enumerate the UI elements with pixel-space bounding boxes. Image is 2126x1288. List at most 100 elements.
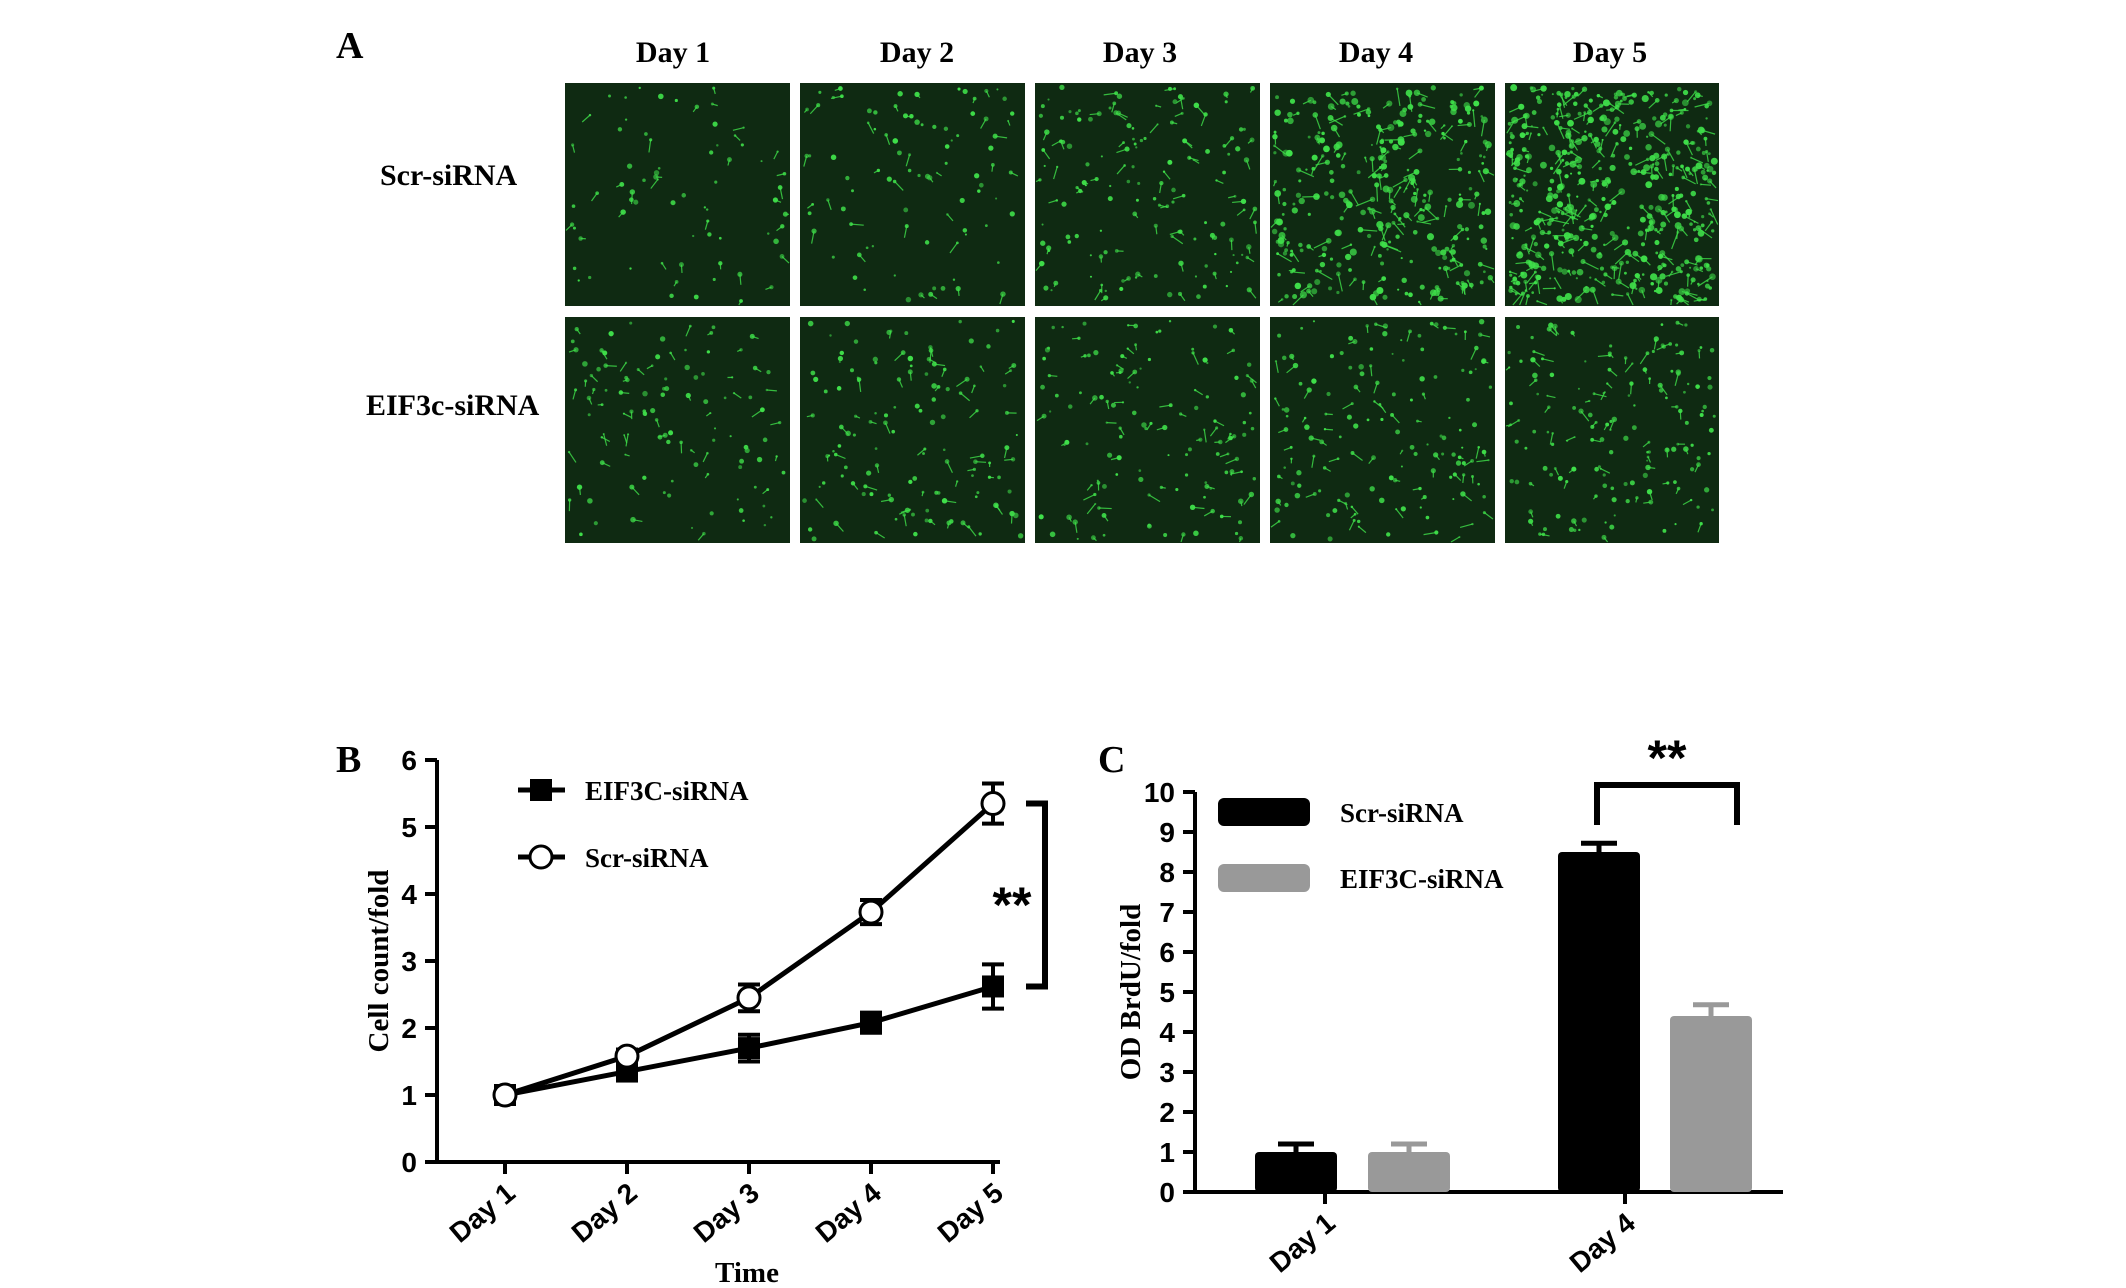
cell xyxy=(1576,163,1583,170)
cell xyxy=(1139,138,1144,143)
cell xyxy=(1385,222,1392,229)
cell xyxy=(718,261,723,266)
cell xyxy=(1172,99,1178,105)
cell xyxy=(1329,257,1334,261)
cell xyxy=(1248,411,1252,415)
cell xyxy=(1281,355,1287,361)
cell xyxy=(1306,244,1312,249)
cell xyxy=(1413,451,1418,457)
cell-process xyxy=(1370,365,1373,377)
cell xyxy=(1041,413,1047,419)
cell xyxy=(884,133,888,137)
cell xyxy=(918,408,923,413)
cell xyxy=(1277,272,1281,277)
cell xyxy=(1478,85,1484,91)
cell xyxy=(1246,362,1252,367)
cell xyxy=(629,484,635,490)
cell xyxy=(1377,253,1382,258)
cell xyxy=(1312,320,1316,323)
bar xyxy=(1255,1152,1337,1192)
cell xyxy=(1369,156,1375,162)
cell-process xyxy=(623,434,628,444)
cell xyxy=(1068,110,1072,114)
cell xyxy=(1163,533,1168,538)
cell xyxy=(1212,271,1217,276)
cell-process xyxy=(1510,286,1521,295)
cell xyxy=(1568,233,1574,239)
cell-process xyxy=(1672,165,1674,177)
cell xyxy=(1466,279,1469,282)
cell xyxy=(1513,282,1516,285)
column-header-day-2: Day 2 xyxy=(880,36,954,69)
cell-process xyxy=(623,413,632,418)
cell xyxy=(1423,193,1427,197)
cell xyxy=(574,326,579,332)
cell xyxy=(1711,229,1715,233)
cell xyxy=(1246,244,1252,250)
cell xyxy=(1557,153,1561,158)
cell xyxy=(1655,251,1659,255)
cell xyxy=(710,102,714,106)
cell xyxy=(1601,181,1608,187)
cell xyxy=(1009,369,1013,373)
cell xyxy=(1214,252,1217,256)
cell xyxy=(1137,181,1141,185)
cell xyxy=(1650,281,1654,286)
cell xyxy=(838,360,841,364)
cell xyxy=(893,104,898,109)
cell xyxy=(1100,283,1104,287)
cell xyxy=(843,465,848,470)
cell xyxy=(897,91,903,97)
cell xyxy=(743,444,749,450)
cell xyxy=(1635,496,1639,500)
cell xyxy=(1401,277,1407,284)
cell xyxy=(692,234,695,238)
cell xyxy=(694,104,700,110)
cell xyxy=(1232,434,1237,439)
cell xyxy=(1428,118,1436,126)
cell xyxy=(1040,104,1045,109)
cell xyxy=(1584,360,1587,363)
cell xyxy=(1359,371,1365,377)
cell xyxy=(1701,215,1705,219)
cell xyxy=(987,475,992,479)
cell xyxy=(1218,439,1223,445)
cell-process xyxy=(1214,420,1225,427)
cell xyxy=(1575,138,1583,146)
cell xyxy=(833,520,839,527)
cell xyxy=(902,113,909,119)
cell xyxy=(1538,532,1542,536)
cell-process xyxy=(1291,250,1300,263)
cell xyxy=(779,253,785,259)
cell xyxy=(709,150,714,155)
cell xyxy=(1482,270,1486,274)
cell xyxy=(1572,234,1580,241)
cell xyxy=(1358,364,1364,370)
cell xyxy=(1561,251,1564,254)
cell xyxy=(1339,350,1344,356)
cell xyxy=(929,419,936,426)
cell xyxy=(1282,201,1287,207)
cell xyxy=(1654,240,1660,246)
cell xyxy=(815,498,818,501)
cell xyxy=(1277,520,1281,523)
x-tick-label: Day 1 xyxy=(1264,1207,1341,1279)
cell xyxy=(650,364,654,367)
cell xyxy=(1532,429,1537,434)
cell xyxy=(1114,249,1119,253)
cell xyxy=(1480,116,1488,124)
cell xyxy=(620,209,626,215)
cell-process xyxy=(1192,352,1199,365)
cell xyxy=(1441,452,1445,456)
cell xyxy=(1671,206,1677,212)
cell xyxy=(670,479,674,483)
cell xyxy=(1178,291,1183,296)
cell xyxy=(1210,508,1215,514)
cell xyxy=(971,474,974,478)
cell xyxy=(1066,143,1073,149)
cell xyxy=(1250,426,1255,431)
cell-process xyxy=(1618,263,1622,280)
cell xyxy=(994,503,999,508)
cell xyxy=(975,409,979,413)
